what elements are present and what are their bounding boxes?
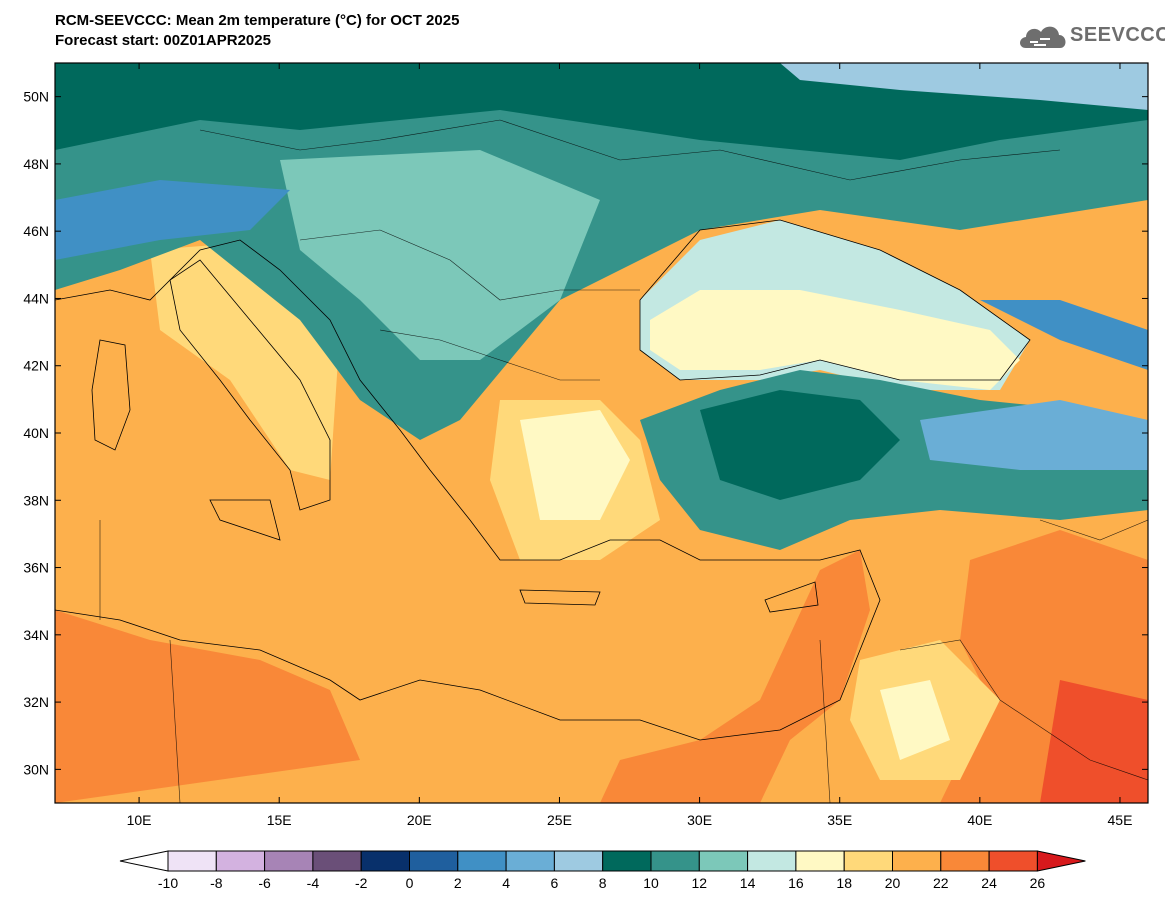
longitude-axis: 10E 15E 20E 25E 30E 35E 40E 45E [127,63,1133,828]
colorbar-label: -8 [210,875,223,891]
colorbar-label: -2 [355,875,368,891]
colorbar-bin [602,850,652,872]
colorbar-label: -4 [307,875,320,891]
lat-tick-label: 50N [23,89,49,105]
lat-tick-label: 36N [23,560,49,576]
chart-title: RCM-SEEVCCC: Mean 2m temperature (°C) fo… [55,12,460,29]
lon-tick-label: 35E [827,812,852,828]
lat-tick-label: 42N [23,358,49,374]
lat-tick-label: 44N [23,290,49,306]
jordan-light-patch [880,680,950,760]
lat-tick-label: 34N [23,627,49,643]
colorbar-label: -6 [258,875,271,891]
colorbar-bin [312,850,362,872]
caucasus-cold-zone [980,300,1148,370]
colorbar-bin [215,850,266,872]
lon-tick-label: 45E [1108,812,1133,828]
colorbar-bin [553,850,604,872]
colorbar-bin [505,850,555,872]
colorbar-bin [360,850,411,872]
northeast-cool-patch [780,63,1148,110]
colorbar-bin [795,850,845,872]
colorbar-label: 22 [933,875,949,891]
cloud-icon [1020,26,1066,48]
egypt-levant-warm-zone [600,550,870,803]
lon-tick-label: 15E [267,812,292,828]
colorbar-label: 14 [740,875,756,891]
colorbar-low-extend [119,850,169,872]
colorbar-bin [747,850,797,872]
colorbar-label: 18 [836,875,852,891]
colorbar-label: -10 [158,875,178,891]
colorbar-bin [843,850,894,872]
colorbar-label: 6 [551,875,559,891]
colorbar-label: 16 [788,875,804,891]
lon-tick-label: 40E [967,812,992,828]
map-field [55,63,1148,803]
alps-cold-zone [55,180,290,260]
lat-tick-label: 40N [23,425,49,441]
colorbar-bin [167,850,217,872]
lat-tick-label: 32N [23,694,49,710]
chart-subtitle: Forecast start: 00Z01APR2025 [55,32,271,49]
lat-tick-label: 46N [23,223,49,239]
hottest-zone [1040,680,1148,803]
lat-tick-label: 30N [23,761,49,777]
aegean-light-patch [520,410,630,520]
colorbar-high-extend [1036,850,1086,872]
black-sea-warm [650,290,1020,390]
lon-tick-label: 20E [407,812,432,828]
colorbar-label: 26 [1030,875,1046,891]
temperature-map: 50N 48N 46N 44N 42N 40N 38N 36N 34N 32N 30N 10E 15E… [23,62,1149,828]
seevccc-logo: SEEVCCC [1016,20,1165,56]
colorbar-bin [409,850,459,872]
colorbar-label: 2 [454,875,462,891]
lon-tick-label: 10E [127,812,152,828]
tunisia-libya-warm-zone [55,610,360,803]
colorbar-label: 4 [502,875,510,891]
colorbar-label: 24 [981,875,997,891]
lat-tick-label: 48N [23,156,49,172]
coastlines [55,219,1031,741]
colorbar-bin [650,850,700,872]
country-borders [99,119,1148,803]
colorbar-bin [698,850,749,872]
colorbar-label: 20 [885,875,901,891]
colorbar-bin [457,850,507,872]
colorbar-label: 12 [692,875,708,891]
colorbar-label: 10 [643,875,659,891]
lon-tick-label: 25E [547,812,572,828]
lat-tick-label: 38N [23,492,49,508]
pannonian-lighter-zone [280,150,600,360]
latitude-axis: 50N 48N 46N 44N 42N 40N 38N 36N 34N 32N 30N [23,89,1148,777]
colorbar-bin [940,850,990,872]
lon-tick-label: 30E [687,812,712,828]
colorbar-bin [892,850,942,872]
colorbar-label: 0 [406,875,414,891]
east-turkey-cold-zone [920,400,1148,470]
anatolia-coldest-zone [700,390,900,500]
colorbar-bin [988,850,1038,872]
colorbar-bin [264,850,314,872]
logo-text: SEEVCCC [1070,24,1165,46]
colorbar-label: 8 [599,875,607,891]
